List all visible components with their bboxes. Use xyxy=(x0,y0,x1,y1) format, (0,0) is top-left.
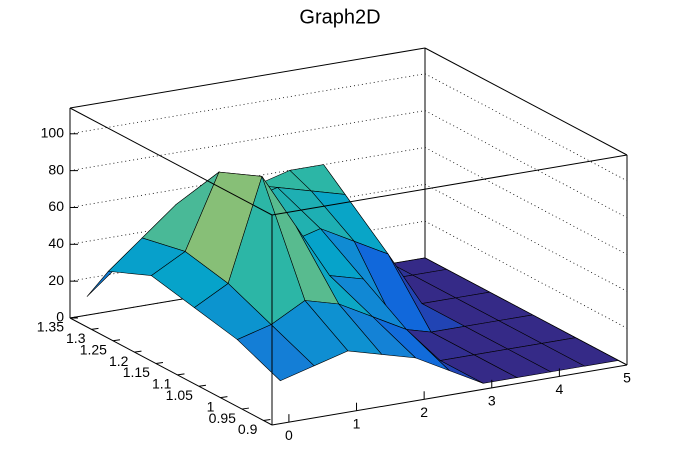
chart-title: Graph2D xyxy=(299,6,380,28)
y-tick xyxy=(177,373,185,376)
x-tick-label: 5 xyxy=(623,370,631,386)
y-tick-label: 1.3 xyxy=(66,330,86,346)
grid-line xyxy=(69,73,628,182)
y-tick-label: 1.1 xyxy=(152,376,172,392)
box-edge xyxy=(271,364,628,426)
box-edge xyxy=(69,47,426,109)
y-tick-label: 0.9 xyxy=(238,421,258,437)
box-edge xyxy=(424,47,628,156)
y-tick-label: 1.25 xyxy=(80,341,107,357)
y-tick-label: 1.35 xyxy=(37,319,64,335)
x-tick-label: 3 xyxy=(488,393,496,409)
x-tick-label: 2 xyxy=(420,404,428,420)
y-tick xyxy=(69,316,78,319)
y-tick xyxy=(263,418,271,421)
x-tick-label: 0 xyxy=(285,427,293,443)
box-edge xyxy=(69,317,273,426)
z-tick-label: 40 xyxy=(48,235,64,251)
y-tick xyxy=(220,396,228,399)
y-tick xyxy=(91,327,99,330)
x-tick-label: 1 xyxy=(353,415,361,431)
z-tick-label: 60 xyxy=(48,198,64,214)
z-tick-label: 0 xyxy=(56,309,64,325)
y-tick-label: 0.95 xyxy=(209,410,236,426)
y-tick xyxy=(198,384,207,387)
y-tick-label: 1 xyxy=(207,398,215,414)
box-edge xyxy=(271,154,628,216)
y-tick xyxy=(155,362,164,365)
y-tick-label: 1.2 xyxy=(109,353,129,369)
y-tick-label: 1.05 xyxy=(166,387,193,403)
surface-cell xyxy=(236,324,315,382)
y-tick xyxy=(241,407,249,410)
box-edge xyxy=(69,107,273,216)
z-tick-label: 100 xyxy=(41,124,65,140)
y-tick-label: 1.15 xyxy=(123,364,150,380)
y-tick xyxy=(134,350,142,353)
y-tick xyxy=(112,339,121,342)
z-tick-label: 80 xyxy=(48,161,64,177)
z-tick-label: 20 xyxy=(48,272,64,288)
x-tick-label: 4 xyxy=(555,381,563,397)
